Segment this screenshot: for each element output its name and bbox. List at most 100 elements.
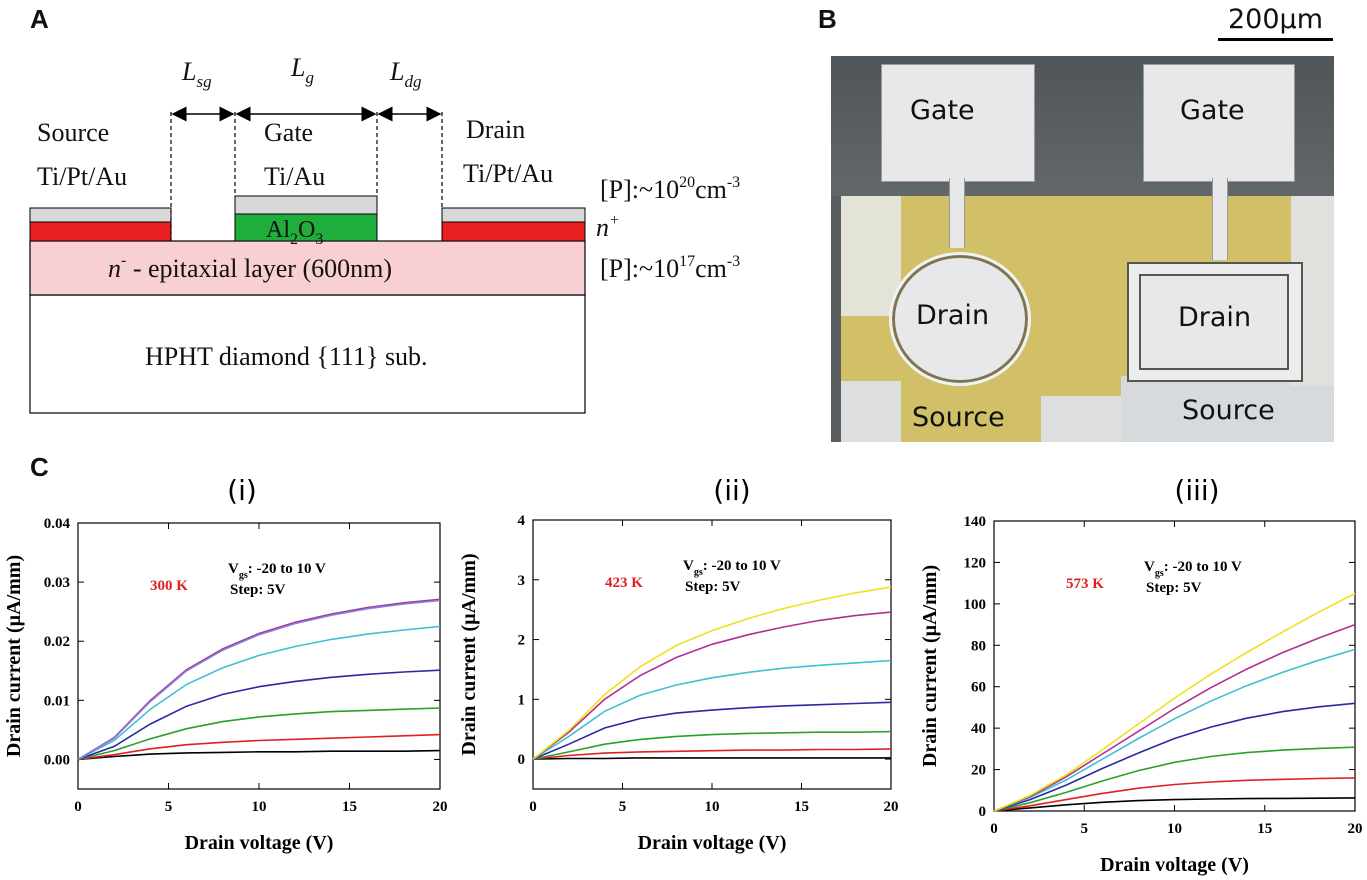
substrate-layer	[29, 294, 586, 414]
x-tick-label: 10	[1167, 821, 1182, 837]
series-line-5	[532, 611, 892, 760]
left-drain-pad	[889, 252, 1031, 386]
x-tick-label: 15	[794, 799, 809, 815]
series-line-3	[77, 669, 441, 761]
series-line-6	[77, 599, 441, 761]
step-label: Step: 5V	[685, 579, 741, 595]
vgs-range-label: Vgs: -20 to 10 V	[683, 558, 781, 578]
y-tick-label: 0	[979, 804, 987, 820]
left-gate-pad	[881, 64, 1035, 182]
right-gate-label: Gate	[1180, 95, 1245, 126]
left-drain-label: Drain	[916, 300, 990, 331]
y-tick-label: 60	[971, 680, 986, 696]
epi-layer-label: n- - epitaxial layer (600nm)	[108, 252, 392, 283]
x-tick-label: 0	[74, 799, 82, 815]
temperature-label: 423 K	[605, 575, 643, 591]
y-tick-label: 0	[518, 752, 526, 768]
right-source-label: Source	[1182, 395, 1275, 426]
substrate-label: HPHT diamond {111} sub.	[145, 342, 428, 371]
x-tick-label: 20	[433, 799, 448, 815]
series-line-0	[77, 749, 441, 761]
left-gate-label: Gate	[910, 95, 975, 126]
series-line-2	[993, 746, 1356, 812]
x-tick-label: 10	[705, 799, 720, 815]
step-label: Step: 5V	[230, 582, 286, 598]
x-axis-label: Drain voltage (V)	[185, 832, 334, 854]
chart-title: (iii)	[1174, 474, 1219, 507]
right-gate-pad	[1143, 64, 1295, 182]
x-axis-label: Drain voltage (V)	[1100, 854, 1249, 876]
series-line-2	[532, 730, 892, 760]
series-line-0	[532, 757, 891, 760]
series-line-2	[77, 707, 441, 761]
chart-i: (i) 0 5 10 15 20 0.00 0.01 0.02 0.03 0.04 Drain vol…	[3, 474, 448, 854]
y-tick-label: 0.00	[44, 752, 70, 768]
temperature-label: 573 K	[1066, 576, 1104, 592]
chart-title: (ii)	[713, 474, 750, 507]
series-line-5	[993, 623, 1356, 812]
series-line-4	[77, 625, 441, 761]
left-source-label: Source	[912, 402, 1005, 433]
dim-lg: Lg	[290, 53, 314, 87]
step-label: Step: 5V	[1146, 580, 1202, 596]
left-gate-finger	[949, 178, 965, 248]
nplus-doping: [P]:~1020cm-3	[600, 174, 740, 204]
y-tick-label: 20	[971, 763, 986, 779]
chart-ii: (ii) 0 5 10 15 20 0 1 2 3 4 Drain voltage (V) Drain …	[460, 474, 899, 854]
x-tick-label: 0	[990, 821, 998, 837]
temperature-label: 300 K	[150, 578, 188, 594]
vgs-range-label: Vgs: -20 to 10 V	[228, 561, 326, 581]
series-line-0	[993, 797, 1356, 812]
series-line-3	[993, 702, 1356, 812]
x-tick-label: 15	[342, 799, 357, 815]
y-tick-label: 0.04	[44, 516, 71, 532]
y-tick-label: 4	[518, 513, 526, 529]
source-metal: Ti/Pt/Au	[37, 162, 127, 191]
epi-doping: [P]:~1017cm-3	[600, 253, 740, 283]
drain-metal: Ti/Pt/Au	[463, 159, 553, 188]
chart-iii: (iii) 0 5 10 15 20 0 20 40 60 80 100 120 140 Drain vol…	[919, 474, 1363, 876]
y-tick-label: 0.03	[44, 575, 70, 591]
scale-bar-line	[1218, 38, 1333, 41]
right-gate-finger	[1212, 178, 1228, 260]
x-tick-label: 20	[884, 799, 899, 815]
panel-label-a: A	[30, 4, 49, 34]
gate-metal: Ti/Au	[264, 162, 325, 191]
x-tick-label: 5	[1081, 821, 1089, 837]
series-line-6	[993, 592, 1356, 812]
scale-bar: 200µm	[1218, 4, 1333, 41]
y-tick-label: 120	[964, 555, 987, 571]
y-axis-label: Drain current (µA/mm)	[3, 555, 25, 757]
vgs-range-label: Vgs: -20 to 10 V	[1144, 559, 1242, 579]
x-tick-label: 20	[1348, 821, 1363, 837]
y-tick-label: 0.02	[44, 634, 70, 650]
dim-lsg: Lsg	[181, 57, 212, 91]
oxide-label: Al2O3	[266, 217, 323, 248]
dim-ldg: Ldg	[389, 57, 421, 91]
y-tick-label: 3	[518, 573, 526, 589]
nplus-region-drain	[441, 221, 586, 242]
y-axis-label: Drain current (µA/mm)	[919, 565, 941, 767]
series-line-3	[532, 701, 892, 760]
series-line-1	[532, 748, 892, 760]
y-tick-label: 2	[518, 633, 526, 649]
dimension-guides	[170, 112, 443, 240]
drain-contact	[441, 207, 586, 223]
x-axis-label: Drain voltage (V)	[638, 832, 787, 854]
epitaxial-layer	[29, 240, 586, 296]
y-tick-label: 1	[518, 692, 526, 708]
x-tick-label: 5	[165, 799, 173, 815]
source-contact	[29, 207, 172, 223]
y-axis-label: Drain current (µA/mm)	[460, 553, 480, 755]
series-line-4	[532, 659, 892, 760]
source-name: Source	[37, 118, 109, 147]
series-line-6	[532, 586, 892, 760]
device-cross-section: Lsg Lg Ldg Source Ti/Pt/Au Gate Ti/Au Dr…	[29, 53, 740, 414]
x-tick-label: 0	[529, 799, 537, 815]
nplus-label: n+	[596, 212, 620, 242]
y-tick-label: 100	[964, 597, 987, 613]
y-tick-label: 0.01	[44, 693, 70, 709]
x-tick-label: 10	[252, 799, 267, 815]
series-line-4	[993, 648, 1356, 812]
y-tick-label: 80	[971, 638, 986, 654]
